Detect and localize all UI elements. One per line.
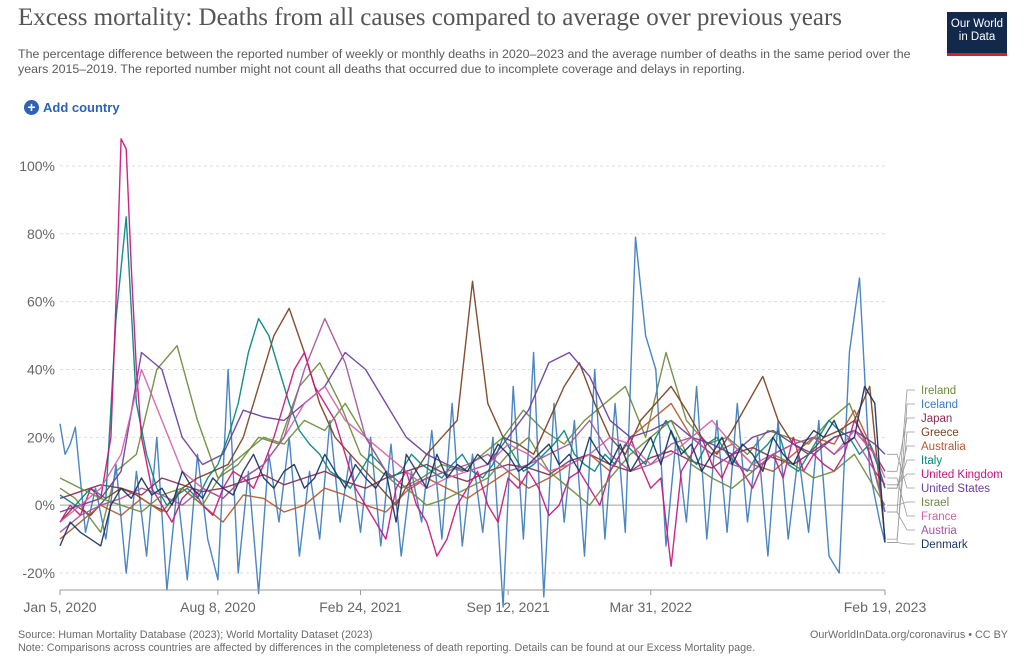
legend-connector — [887, 542, 915, 545]
legend-label: Greece — [921, 427, 959, 439]
y-tick-label: 80% — [27, 226, 55, 242]
legend-connector — [887, 511, 915, 531]
legend-label: Australia — [921, 441, 966, 453]
y-tick-label: 0% — [35, 497, 55, 513]
legend-label: Ireland — [921, 385, 956, 397]
legend-label: France — [921, 511, 957, 523]
legend-connector — [887, 459, 915, 489]
x-tick-label: Feb 19, 2023 — [844, 599, 927, 615]
series-line-greece — [59, 280, 886, 540]
legend-label: Denmark — [921, 539, 968, 551]
legend-label: Italy — [921, 455, 942, 467]
legend-connector — [887, 431, 915, 540]
legend-label: Israel — [921, 497, 949, 509]
series-line-austria — [59, 317, 886, 533]
footer-credit[interactable]: OurWorldInData.org/coronavirus • CC BY — [810, 629, 1008, 641]
owid-logo[interactable]: Our World in Data — [947, 12, 1007, 56]
chart-title: Excess mortality: Deaths from all causes… — [18, 4, 842, 31]
legend-connector — [887, 477, 915, 517]
series-line-italy — [59, 216, 886, 506]
legend-label: Japan — [921, 413, 952, 425]
logo-line-1: Our World — [950, 18, 1004, 30]
x-tick-label: Feb 24, 2021 — [319, 599, 402, 615]
logo-line-2: in Data — [958, 31, 996, 43]
series-line-iceland — [59, 236, 886, 608]
legend-label: United States — [921, 483, 990, 495]
legend-connector — [887, 417, 915, 472]
add-country-label: Add country — [43, 99, 120, 115]
legend-label: Austria — [921, 525, 957, 537]
series-line-france — [59, 368, 886, 523]
plus-circle-icon: + — [24, 99, 39, 115]
x-tick-label: Mar 31, 2022 — [609, 599, 692, 615]
line-chart: -20% 0% 20% 40% 60% 80% 100% Jan 5, 2020 Aug 8, … — [19, 138, 1003, 615]
footer-note: Note: Comparisons across countries are a… — [18, 642, 756, 654]
legend-connector — [887, 453, 915, 489]
series-line-united-states — [59, 351, 886, 513]
y-tick-label: -20% — [22, 565, 55, 581]
x-tick-label: Jan 5, 2020 — [23, 599, 96, 615]
y-tick-label: 100% — [19, 158, 55, 174]
add-country-button[interactable]: + Add country — [24, 97, 120, 117]
legend-connector — [887, 403, 915, 543]
legend-connector — [887, 473, 915, 486]
x-tick-label: Sep 12, 2021 — [466, 599, 550, 615]
legend-label: Iceland — [921, 399, 958, 411]
y-tick-label: 60% — [27, 294, 55, 310]
footer-source: Source: Human Mortality Database (2023);… — [18, 629, 373, 641]
y-tick-label: 20% — [27, 429, 55, 445]
legend-label: United Kingdom — [921, 469, 1003, 481]
series-line-united-kingdom — [59, 138, 886, 567]
series-line-denmark — [59, 385, 886, 547]
x-tick-label: Aug 8, 2020 — [180, 599, 256, 615]
chart-subtitle: The percentage difference between the re… — [18, 47, 911, 76]
y-tick-label: 40% — [27, 361, 55, 377]
legend-connector — [887, 501, 915, 506]
